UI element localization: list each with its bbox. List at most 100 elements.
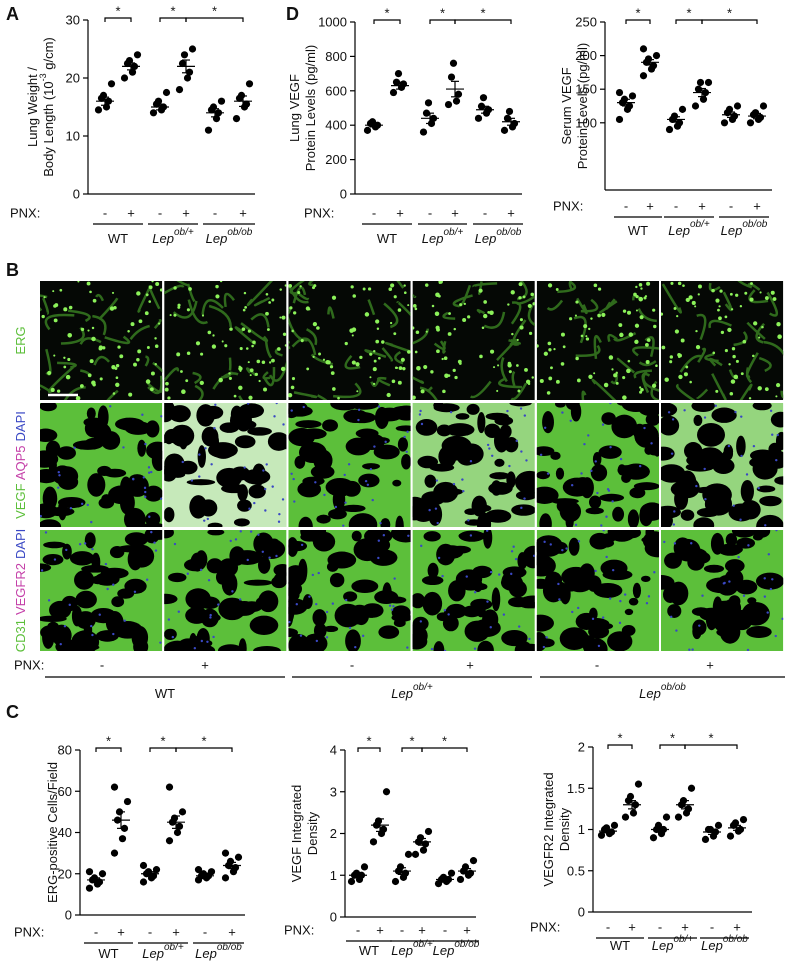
nucleus bbox=[520, 450, 523, 453]
tissue-strand bbox=[223, 292, 235, 308]
airspace bbox=[168, 405, 191, 423]
significance-bracket bbox=[684, 744, 738, 749]
nucleus bbox=[605, 555, 608, 559]
nucleus bbox=[673, 510, 676, 513]
nucleus bbox=[543, 540, 546, 544]
data-point bbox=[123, 797, 132, 806]
tissue-strand bbox=[308, 281, 314, 287]
nucleus bbox=[147, 466, 151, 469]
group-superscript: ob/ob bbox=[454, 939, 479, 950]
nucleus bbox=[770, 290, 775, 295]
nucleus bbox=[57, 486, 60, 489]
y-axis-label: Lung Weight / bbox=[25, 67, 40, 147]
data-point bbox=[704, 78, 713, 87]
nucleus bbox=[92, 383, 96, 387]
label-part: Serum VEGF bbox=[559, 67, 574, 144]
nucleus bbox=[729, 292, 733, 296]
nucleus bbox=[618, 621, 622, 625]
airspace bbox=[634, 423, 659, 448]
nucleus bbox=[469, 534, 473, 537]
airspace bbox=[373, 444, 400, 460]
nucleus bbox=[273, 415, 276, 418]
nucleus bbox=[144, 311, 149, 316]
pnx-sign: + bbox=[127, 206, 135, 221]
airspace bbox=[40, 468, 59, 484]
airspace bbox=[302, 476, 325, 486]
nucleus bbox=[740, 415, 743, 418]
nucleus bbox=[238, 385, 243, 391]
airspace bbox=[201, 407, 219, 417]
nucleus bbox=[575, 300, 579, 304]
airspace bbox=[539, 513, 552, 527]
data-point bbox=[699, 95, 708, 103]
data-point bbox=[629, 809, 638, 817]
group-name: WT bbox=[98, 946, 118, 961]
nucleus bbox=[740, 372, 744, 376]
nucleus bbox=[312, 355, 315, 359]
airspace bbox=[588, 495, 602, 509]
tissue-strand bbox=[317, 394, 328, 400]
data-point bbox=[615, 115, 624, 124]
data-point bbox=[173, 828, 182, 837]
nucleus bbox=[467, 519, 470, 522]
y-tick-label: 2 bbox=[330, 826, 337, 841]
nucleus bbox=[398, 366, 403, 370]
data-point bbox=[456, 875, 465, 884]
tissue-strand bbox=[739, 383, 753, 400]
data-point bbox=[500, 126, 509, 134]
nucleus bbox=[747, 544, 750, 547]
nucleus bbox=[207, 579, 211, 582]
tissue-strand bbox=[44, 313, 75, 331]
stain-name: AQP5 bbox=[13, 445, 28, 480]
nucleus bbox=[305, 306, 310, 311]
airspace bbox=[345, 629, 361, 651]
nucleus bbox=[594, 569, 597, 573]
group-name: WT bbox=[155, 686, 175, 701]
airspace bbox=[511, 504, 535, 516]
nucleus bbox=[344, 341, 348, 346]
nucleus bbox=[186, 351, 191, 356]
nucleus bbox=[508, 464, 511, 468]
data-point bbox=[649, 62, 658, 70]
y-tick-label: 0 bbox=[340, 187, 347, 202]
nucleus bbox=[619, 332, 624, 338]
data-point bbox=[639, 45, 648, 53]
nucleus bbox=[587, 434, 590, 437]
airspace bbox=[358, 473, 380, 488]
nucleus bbox=[691, 648, 694, 651]
data-point bbox=[479, 94, 488, 102]
stain-label: VEGF AQP5 DAPI bbox=[13, 411, 28, 519]
airspace bbox=[590, 464, 608, 482]
airspace bbox=[253, 532, 274, 556]
airspace bbox=[725, 533, 738, 547]
nucleus bbox=[735, 293, 739, 297]
nucleus bbox=[281, 315, 286, 320]
nucleus bbox=[516, 364, 519, 367]
nucleus bbox=[342, 524, 345, 527]
nucleus bbox=[186, 572, 189, 575]
data-point bbox=[226, 857, 235, 865]
data-point bbox=[454, 90, 463, 98]
nucleus bbox=[638, 464, 642, 468]
data-point bbox=[730, 112, 739, 120]
nucleus bbox=[490, 349, 495, 354]
group-label: Lepob/ob bbox=[721, 219, 768, 238]
data-point bbox=[628, 92, 637, 100]
tissue-strand bbox=[79, 337, 102, 345]
significance-star: * bbox=[106, 734, 111, 749]
y-tick-label: 0.5 bbox=[567, 863, 585, 878]
nucleus bbox=[275, 403, 278, 405]
nucleus bbox=[177, 305, 181, 309]
group-label: Lepob/ob bbox=[206, 227, 253, 246]
nucleus bbox=[316, 326, 320, 330]
tissue-strand bbox=[745, 367, 753, 384]
nucleus bbox=[739, 305, 743, 308]
significance-star: * bbox=[409, 734, 414, 749]
nucleus bbox=[593, 372, 596, 375]
nucleus bbox=[469, 460, 473, 463]
nucleus bbox=[555, 288, 559, 291]
data-point bbox=[447, 869, 456, 877]
nucleus bbox=[603, 382, 609, 388]
micrograph bbox=[40, 403, 163, 527]
tissue-strand bbox=[598, 300, 618, 315]
